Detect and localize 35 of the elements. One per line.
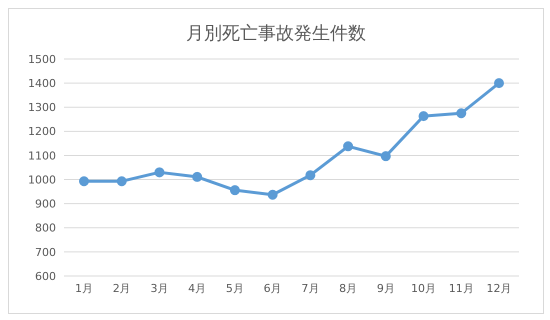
x-tick-label: 5月 xyxy=(226,282,244,295)
y-tick-label: 1300 xyxy=(28,101,56,114)
chart-title: 月別死亡事故発生件数 xyxy=(185,22,367,46)
x-tick-label: 9月 xyxy=(376,282,395,295)
y-tick-label: 800 xyxy=(35,222,56,235)
x-tick-label: 4月 xyxy=(188,282,206,295)
y-tick-label: 1000 xyxy=(28,173,56,186)
y-tick-label: 1400 xyxy=(28,77,56,90)
x-tick-label: 2月 xyxy=(112,282,131,295)
x-tick-label: 7月 xyxy=(301,282,320,295)
point xyxy=(192,172,202,182)
point xyxy=(456,108,466,118)
point xyxy=(494,78,504,88)
point xyxy=(380,151,391,162)
point xyxy=(79,176,89,186)
y-tick-label: 600 xyxy=(35,270,56,283)
point xyxy=(305,170,316,180)
y-tick-label: 1100 xyxy=(28,149,56,162)
y-tick-label: 900 xyxy=(35,198,56,211)
x-tick-label: 8月 xyxy=(339,282,358,295)
point xyxy=(343,141,354,152)
point xyxy=(230,185,240,196)
point xyxy=(268,190,278,200)
x-tick-label: 3月 xyxy=(150,282,168,295)
x-tick-label: 6月 xyxy=(264,282,282,295)
x-tick-label: 1月 xyxy=(75,282,93,295)
y-tick-label: 1200 xyxy=(28,125,56,138)
point xyxy=(418,111,429,122)
y-tick-label: 1500 xyxy=(28,52,56,66)
y-tick-label: 700 xyxy=(35,246,56,259)
x-tick-label: 11月 xyxy=(448,282,474,295)
point xyxy=(116,176,127,186)
x-tick-label: 10月 xyxy=(411,282,436,295)
point xyxy=(154,167,164,178)
x-tick-label: 12月 xyxy=(486,282,512,295)
